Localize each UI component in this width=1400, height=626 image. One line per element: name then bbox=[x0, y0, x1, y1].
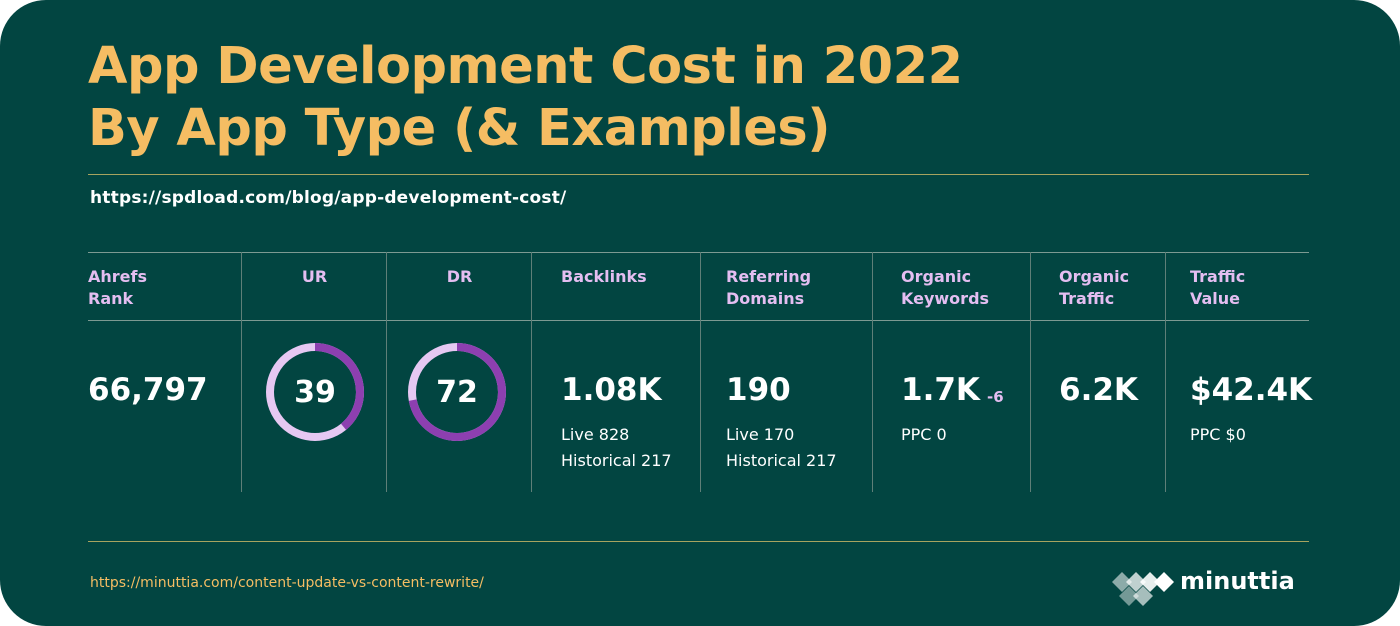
brand-name: minuttia bbox=[1180, 567, 1295, 595]
title-divider bbox=[88, 174, 1309, 175]
metric-label-line: Ahrefs bbox=[88, 267, 147, 286]
backlinks-value: 1.08K bbox=[561, 372, 662, 408]
metric-label-line: Rank bbox=[88, 289, 134, 308]
dr-value: 72 bbox=[436, 374, 478, 410]
metric-dr: DR 72 bbox=[386, 252, 532, 492]
title-line-2: By App Type (& Examples) bbox=[88, 99, 831, 158]
metric-label: Traffic Value bbox=[1190, 266, 1245, 310]
backlinks-live: Live 828 bbox=[561, 425, 630, 444]
metric-label: DR bbox=[387, 266, 532, 288]
donut-fill bbox=[266, 343, 364, 441]
ur-value: 39 bbox=[294, 374, 336, 410]
metrics-header-divider bbox=[88, 320, 1309, 321]
metric-traffic-value: Traffic Value $42.4K PPC $0 bbox=[1165, 252, 1313, 492]
organic-keywords-delta: -6 bbox=[987, 388, 1004, 406]
minuttia-logo-icon bbox=[1112, 572, 1174, 606]
page-title: App Development Cost in 2022 By App Type… bbox=[88, 36, 1238, 160]
metric-label: Ahrefs Rank bbox=[88, 266, 147, 310]
metric-label: Organic Traffic bbox=[1059, 266, 1129, 310]
referring-domains-value: 190 bbox=[726, 372, 791, 408]
organic-keywords-value: 1.7K bbox=[901, 372, 980, 408]
dr-donut-chart bbox=[408, 343, 506, 441]
metric-backlinks: Backlinks 1.08K Live 828 Historical 217 bbox=[531, 252, 701, 492]
metric-label-line: DR bbox=[446, 267, 473, 286]
ahrefs-rank-value: 66,797 bbox=[88, 372, 208, 408]
metrics-top-divider bbox=[88, 252, 1309, 253]
referring-domains-live: Live 170 bbox=[726, 425, 795, 444]
backlinks-historical: Historical 217 bbox=[561, 451, 672, 470]
article-url[interactable]: https://spdload.com/blog/app-development… bbox=[90, 188, 567, 208]
metric-label-line: Backlinks bbox=[561, 267, 647, 286]
organic-traffic-value: 6.2K bbox=[1059, 372, 1138, 408]
metric-label-line: Traffic bbox=[1190, 267, 1246, 286]
metric-label-line: Organic bbox=[901, 267, 972, 286]
metric-label: UR bbox=[242, 266, 387, 288]
metric-label-line: Value bbox=[1190, 289, 1241, 308]
metric-label-line: Organic bbox=[1059, 267, 1130, 286]
metric-organic-keywords: Organic Keywords 1.7K -6 PPC 0 bbox=[872, 252, 1031, 492]
brand-logo: minuttia bbox=[1110, 566, 1310, 606]
source-url[interactable]: https://minuttia.com/content-update-vs-c… bbox=[90, 575, 484, 591]
metric-label-line: Referring bbox=[726, 267, 812, 286]
metric-label-line: UR bbox=[301, 267, 328, 286]
metric-referring-domains: Referring Domains 190 Live 170 Historica… bbox=[700, 252, 873, 492]
metric-ahrefs-rank: Ahrefs Rank 66,797 bbox=[88, 252, 241, 492]
metrics-table: Ahrefs Rank 66,797 UR 39 DR bbox=[88, 252, 1313, 492]
donut-fill bbox=[408, 343, 506, 441]
metric-label: Organic Keywords bbox=[901, 266, 989, 310]
metric-organic-traffic: Organic Traffic 6.2K bbox=[1030, 252, 1166, 492]
metric-label-line: Keywords bbox=[901, 289, 990, 308]
metric-label-line: Domains bbox=[726, 289, 805, 308]
metric-label: Referring Domains bbox=[726, 266, 811, 310]
metric-ur: UR 39 bbox=[241, 252, 387, 492]
ur-donut-chart bbox=[266, 343, 364, 441]
title-line-1: App Development Cost in 2022 bbox=[88, 37, 963, 96]
footer-divider bbox=[88, 541, 1309, 542]
metric-label: Backlinks bbox=[561, 266, 647, 288]
traffic-value-ppc: PPC $0 bbox=[1190, 425, 1246, 444]
referring-domains-historical: Historical 217 bbox=[726, 451, 837, 470]
organic-keywords-ppc: PPC 0 bbox=[901, 425, 947, 444]
traffic-value-value: $42.4K bbox=[1190, 372, 1313, 408]
metric-label-line: Traffic bbox=[1059, 289, 1115, 308]
